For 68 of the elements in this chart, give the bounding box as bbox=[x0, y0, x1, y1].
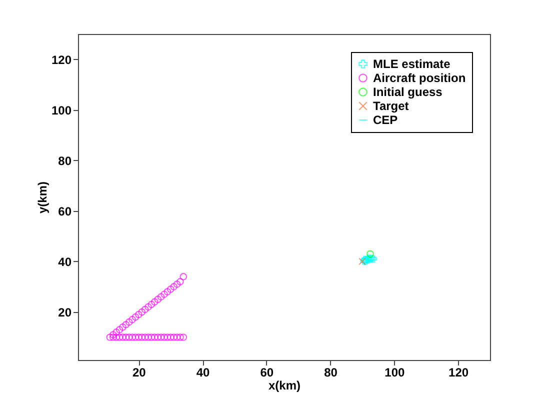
y-tick-label: 20 bbox=[58, 305, 72, 320]
point bbox=[148, 334, 156, 341]
point bbox=[160, 290, 168, 298]
point bbox=[138, 308, 146, 316]
point bbox=[128, 334, 136, 341]
point bbox=[180, 272, 188, 280]
point bbox=[122, 334, 130, 341]
y-axis-title: y(km) bbox=[35, 181, 50, 214]
point bbox=[109, 334, 117, 341]
point bbox=[176, 334, 184, 341]
point bbox=[180, 334, 188, 341]
point bbox=[122, 320, 130, 328]
point bbox=[125, 334, 133, 341]
y-tick-label: 80 bbox=[58, 154, 72, 168]
point bbox=[164, 334, 172, 341]
legend-label: Aircraft position bbox=[373, 71, 466, 85]
point bbox=[154, 334, 162, 341]
point bbox=[170, 283, 178, 290]
point bbox=[112, 334, 120, 341]
point bbox=[109, 331, 117, 338]
point bbox=[150, 298, 158, 306]
point bbox=[170, 334, 178, 341]
point bbox=[138, 334, 146, 341]
point bbox=[370, 255, 378, 263]
x-axis-title: x(km) bbox=[268, 378, 301, 392]
point bbox=[366, 250, 374, 258]
legend-label: CEP bbox=[373, 113, 398, 127]
point bbox=[150, 334, 158, 341]
point bbox=[119, 323, 126, 331]
point bbox=[148, 300, 156, 308]
x-tick-label: 100 bbox=[384, 366, 406, 380]
point bbox=[173, 280, 181, 288]
point bbox=[164, 288, 172, 296]
legend-label: Target bbox=[373, 99, 409, 113]
legend-label: MLE estimate bbox=[373, 57, 451, 71]
x-tick-label: 80 bbox=[324, 366, 338, 380]
point bbox=[128, 316, 136, 324]
x-tick-label: 40 bbox=[196, 366, 210, 380]
y-tick-label: 120 bbox=[51, 52, 72, 67]
point bbox=[166, 286, 174, 293]
point bbox=[144, 334, 152, 341]
point bbox=[173, 334, 181, 341]
point bbox=[116, 326, 124, 334]
y-tick-label: 40 bbox=[58, 254, 72, 269]
point bbox=[166, 334, 174, 341]
point bbox=[160, 334, 168, 341]
point bbox=[141, 306, 149, 314]
x-tick-label: 60 bbox=[260, 366, 274, 380]
point bbox=[135, 310, 142, 318]
x-tick-label: 120 bbox=[448, 366, 469, 380]
point bbox=[116, 334, 124, 341]
y-tick-label: 60 bbox=[58, 204, 72, 218]
legend-label: Initial guess bbox=[373, 85, 443, 99]
point bbox=[135, 334, 142, 341]
point bbox=[157, 293, 165, 300]
point bbox=[141, 334, 149, 341]
y-tick-label: 100 bbox=[51, 103, 72, 118]
point bbox=[144, 303, 152, 311]
point bbox=[106, 334, 114, 341]
point bbox=[125, 318, 133, 326]
point bbox=[154, 296, 162, 304]
x-tick-label: 20 bbox=[132, 366, 146, 380]
point bbox=[112, 328, 120, 336]
point bbox=[119, 334, 126, 341]
point bbox=[176, 278, 184, 286]
point bbox=[157, 334, 165, 341]
point bbox=[132, 313, 140, 321]
point bbox=[132, 334, 140, 341]
